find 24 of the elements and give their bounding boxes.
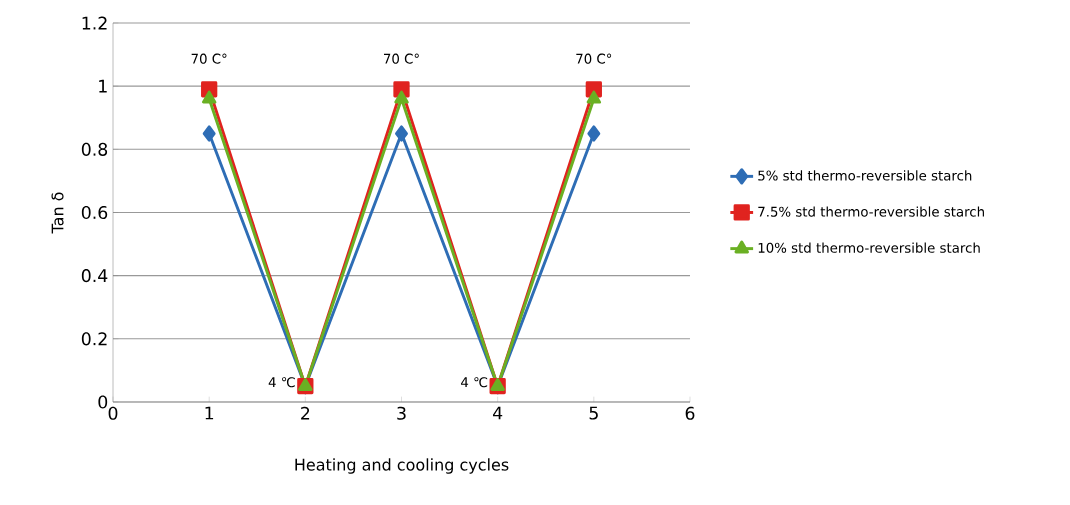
x-tick-label: 4 (492, 406, 503, 420)
x-axis-title: Heating and cooling cycles (295, 458, 509, 474)
x-tick-label: 0 (108, 406, 118, 420)
y-tick-label: 1 (99, 79, 107, 93)
y-tick-label: 0 (98, 395, 108, 409)
y-tick-label: 0.8 (81, 142, 108, 156)
x-tick-label: 2 (301, 406, 310, 420)
y-tick-label: 1.2 (82, 16, 107, 30)
annotation: 4 ℃ (268, 377, 295, 388)
annotation: 70 C° (384, 53, 419, 64)
annotation: 70 C° (191, 53, 227, 64)
annotation: 4 ℃ (461, 377, 488, 388)
x-tick-label: 6 (685, 406, 695, 420)
annotation: 70 C° (576, 53, 612, 64)
y-axis-title: Tan δ (51, 192, 64, 234)
legend-label: 7.5% std thermo-reversible starch (758, 206, 984, 217)
x-tick-label: 1 (205, 406, 214, 420)
y-tick-label: 0.2 (81, 332, 107, 346)
legend-label: 10% std thermo-reversible starch (758, 242, 980, 253)
y-tick-label: 0.6 (81, 205, 108, 220)
x-tick-label: 3 (397, 406, 406, 420)
y-tick-label: 0.4 (81, 269, 108, 283)
x-tick-label: 5 (589, 406, 598, 420)
legend-label: 5% std thermo-reversible starch (758, 170, 972, 181)
